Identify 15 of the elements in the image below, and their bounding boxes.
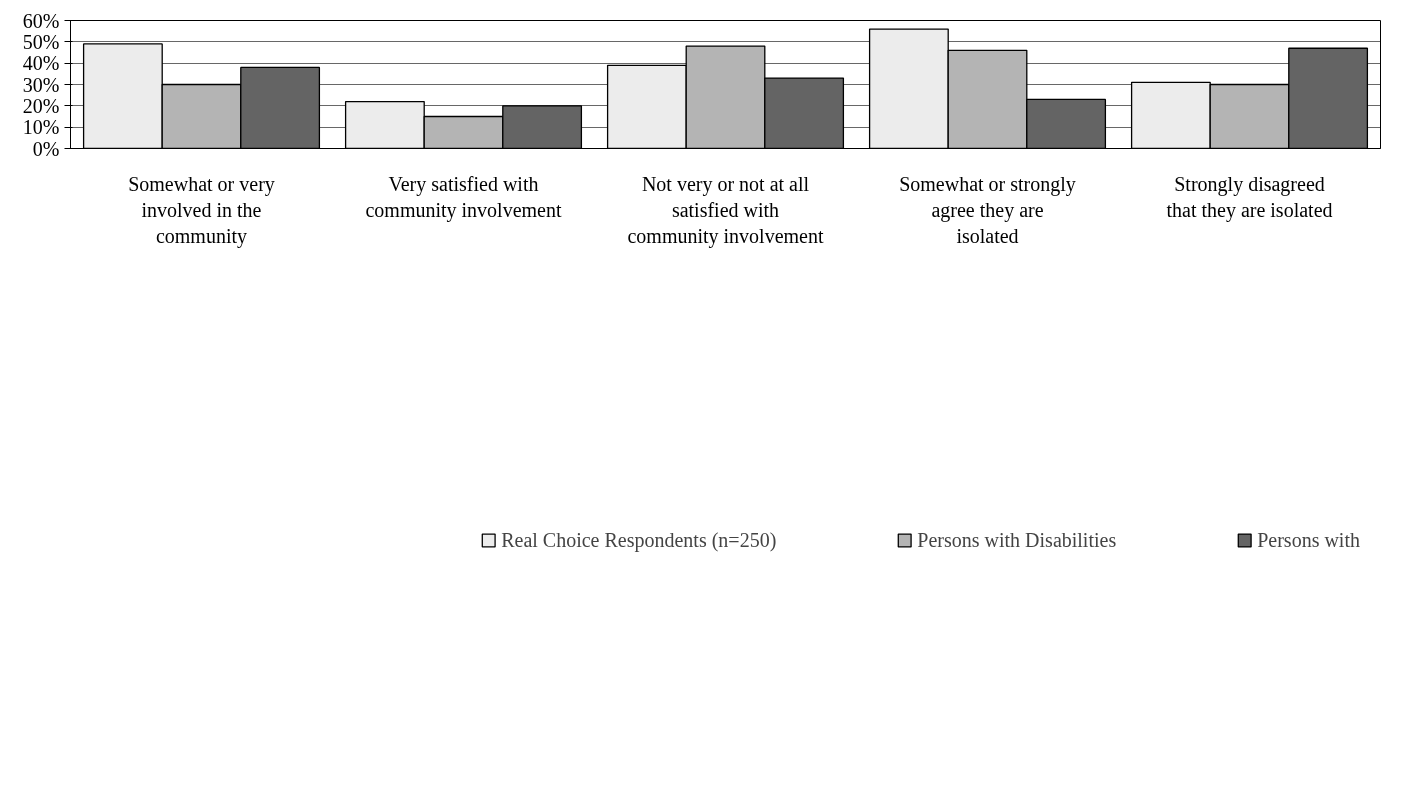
x-tick-label: Strongly disagreed that they are isolated [1166,172,1333,222]
y-tick-label: 20% [22,94,60,117]
y-tick-label: 0% [32,137,60,160]
y-tick-label: 60% [22,9,60,32]
x-tick-label: Somewhat or very involved in the community [128,172,275,249]
legend-label: Persons with [1257,528,1360,552]
y-tick-label: 50% [22,30,60,53]
y-tick-label: 30% [22,73,60,96]
y-tick-label: 40% [22,52,60,75]
y-tick-label: 10% [22,116,60,139]
x-tick-label: Very satisfied with community involvement [365,172,562,222]
legend-label: Persons with Disabilities [917,528,1117,552]
x-tick-label: Not very or not at all satisfied with community involvement [627,172,824,249]
legend-label: Real Choice Respondents (n=250) [501,528,777,552]
x-tick-label: Somewhat or strongly agree they are isolated [899,172,1076,248]
